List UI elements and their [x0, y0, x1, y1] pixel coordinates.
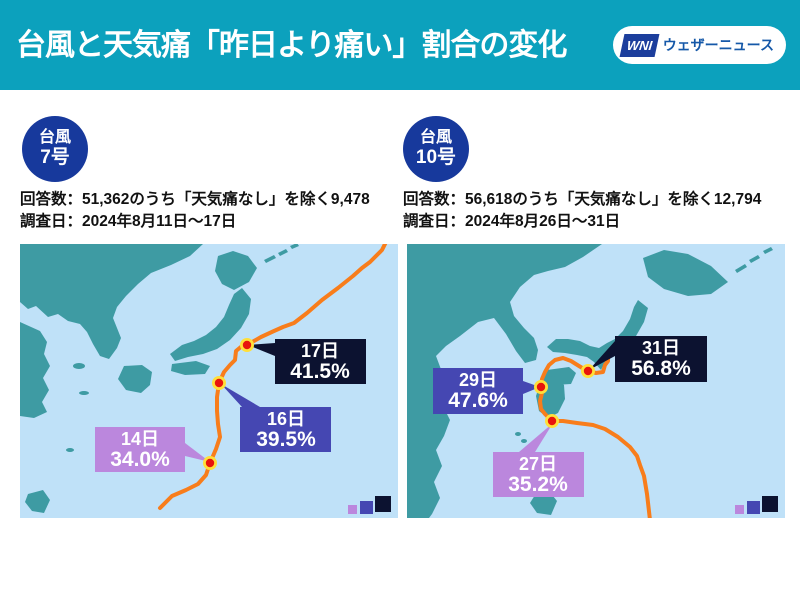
- typhoon-10-badge: 台風 10号: [403, 116, 469, 182]
- track-point-16: [212, 376, 226, 390]
- legend-swatch-low: [348, 505, 357, 514]
- label-day: 29日: [459, 370, 497, 390]
- ryukyu-islands: [66, 448, 74, 452]
- page-title: 台風と天気痛「昨日より痛い」割合の変化: [16, 28, 567, 62]
- point-label-31: 31日 56.8%: [615, 336, 707, 382]
- label-pointer-14: [185, 443, 210, 462]
- response-count-text: 回答数：51,362のうち「天気痛なし」を除く9,478: [20, 191, 370, 208]
- track-point-14: [203, 456, 217, 470]
- label-pointer-16: [221, 384, 260, 407]
- kuril-islands: [735, 247, 773, 273]
- label-pointer-31: [589, 341, 615, 370]
- label-box: [240, 407, 331, 452]
- label-value: 47.6%: [448, 389, 508, 412]
- typhoon-10-map: 27日 35.2% 29日 47.6% 31日 56.8%: [407, 244, 785, 518]
- label-pointer-27: [519, 423, 553, 452]
- legend-swatch-high: [375, 496, 391, 512]
- point-core: [583, 366, 593, 376]
- label-box: [275, 339, 366, 384]
- label-day: 14日: [121, 429, 159, 449]
- wni-logo-icon: WNI: [619, 33, 661, 57]
- survey-date-text: 調査日：2024年8月11日～17日: [20, 213, 237, 231]
- point-core: [214, 378, 224, 388]
- track-point-17: [240, 338, 254, 352]
- badge-label-top: 台風: [419, 129, 452, 147]
- label-pointer-29: [523, 381, 540, 394]
- taiwan: [25, 490, 50, 513]
- track-point-31: [581, 364, 595, 378]
- hokkaido: [643, 250, 728, 296]
- weathernews-logo: WNI ウェザーニュース: [613, 26, 786, 64]
- label-value: 34.0%: [110, 448, 170, 471]
- asia-mainland: [407, 244, 602, 518]
- legend: [348, 496, 391, 514]
- label-day: 16日: [267, 409, 305, 429]
- typhoon-7-badge: 台風 7号: [22, 116, 88, 182]
- label-value: 39.5%: [256, 428, 316, 451]
- response-count-text: 回答数：56,618のうち「天気痛なし」を除く12,794: [403, 191, 762, 208]
- jeju-island: [73, 363, 85, 369]
- label-box: [95, 427, 185, 472]
- point-label-29: 29日 47.6%: [433, 368, 523, 414]
- hokkaido: [215, 251, 257, 290]
- legend-swatch-low: [735, 505, 744, 514]
- badge-label-bottom: 10号: [415, 147, 457, 169]
- track-point-27: [545, 414, 559, 428]
- asia-mainland: [20, 244, 203, 359]
- legend: [735, 496, 778, 514]
- survey-date-text: 調査日：2024年8月26日～31日: [403, 213, 621, 231]
- kuril-islands: [264, 244, 299, 263]
- point-label-16: 16日 39.5%: [240, 407, 331, 452]
- amami-islands: [515, 432, 521, 436]
- honshu: [170, 288, 251, 361]
- china-coast: [20, 322, 50, 418]
- point-label-27: 27日 35.2%: [493, 452, 584, 497]
- label-day: 17日: [301, 341, 339, 361]
- point-label-14: 14日 34.0%: [95, 427, 185, 472]
- legend-swatch-high: [762, 496, 778, 512]
- typhoon-10-info: 回答数：56,618のうち「天気痛なし」を除く12,794 調査日：2024年8…: [403, 189, 761, 234]
- label-box: [493, 452, 584, 497]
- badge-label-top: 台風: [38, 129, 71, 147]
- label-day: 27日: [519, 454, 557, 474]
- typhoon-7-map: 14日 34.0% 16日 39.5% 17日 41.5%: [20, 244, 398, 518]
- track-point-29: [534, 380, 548, 394]
- goto-islands: [79, 391, 89, 395]
- label-box: [615, 336, 707, 382]
- label-box: [433, 368, 523, 414]
- logo-text: ウェザーニュース: [662, 37, 774, 53]
- point-core: [205, 458, 215, 468]
- label-value: 41.5%: [290, 360, 350, 383]
- label-pointer-17: [248, 343, 275, 356]
- legend-swatch-mid: [747, 501, 760, 514]
- point-label-17: 17日 41.5%: [275, 339, 366, 384]
- label-value: 56.8%: [631, 357, 691, 380]
- amami-islands: [521, 439, 527, 443]
- point-core: [547, 416, 557, 426]
- badge-label-bottom: 7号: [40, 147, 70, 169]
- kyushu: [118, 365, 152, 393]
- point-core: [536, 382, 546, 392]
- header-bar: 台風と天気痛「昨日より痛い」割合の変化 WNI ウェザーニュース: [0, 0, 800, 90]
- shikoku: [171, 361, 210, 375]
- typhoon-7-info: 回答数：51,362のうち「天気痛なし」を除く9,478 調査日：2024年8月…: [20, 189, 370, 234]
- honshu: [547, 300, 648, 370]
- legend-swatch-mid: [360, 501, 373, 514]
- label-value: 35.2%: [508, 473, 568, 496]
- label-day: 31日: [642, 338, 680, 358]
- point-core: [242, 340, 252, 350]
